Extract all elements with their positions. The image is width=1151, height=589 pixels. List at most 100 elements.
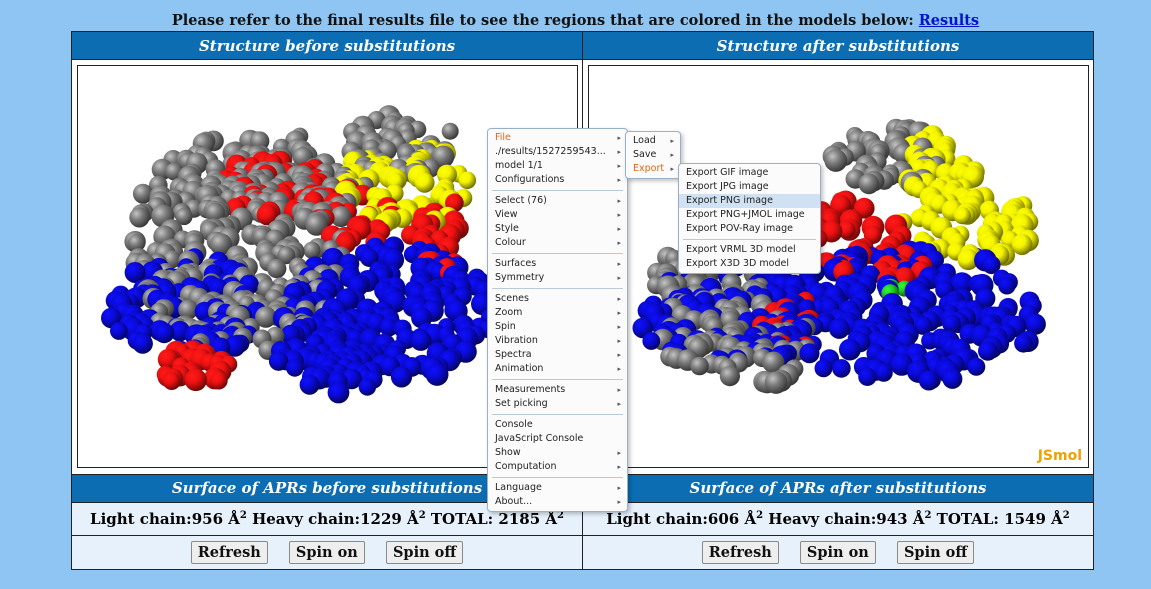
atom-sphere — [414, 173, 435, 194]
molecule-before[interactable] — [78, 66, 578, 467]
heavy-chain-after: Heavy chain:943 Å — [763, 509, 925, 528]
menu-item-export-png-image[interactable]: Export PNG image — [679, 194, 820, 208]
molecule-after[interactable] — [589, 66, 1089, 467]
atom-sphere — [918, 370, 939, 391]
menu-item-file[interactable]: File ▸ — [488, 131, 627, 145]
menu-item-label: Export X3D 3D model — [686, 258, 789, 269]
menu-item-load[interactable]: Load ▸ — [626, 134, 680, 148]
atom-sphere — [327, 382, 350, 404]
menu-item-style[interactable]: Style ▸ — [488, 222, 627, 236]
atom-sphere — [129, 207, 150, 228]
atom-sphere — [410, 330, 432, 352]
menu-item-computation[interactable]: Computation ▸ — [488, 460, 627, 474]
atom-sphere — [913, 316, 933, 336]
menu-separator — [492, 477, 623, 478]
menu-item-label: About... — [495, 496, 533, 507]
menu-item-label: File — [495, 132, 511, 143]
menu-item-label: Export — [633, 163, 665, 174]
jsmol-context-menu[interactable]: File ▸ ./results/1527259543... ▸ model 1/1 ▸ C… — [487, 128, 628, 512]
spin-off-button-before[interactable]: Spin off — [385, 540, 464, 564]
submenu-arrow-icon: ▸ — [617, 134, 621, 142]
menu-item-label: Export PNG+JMOL image — [686, 209, 805, 220]
submenu-arrow-icon: ▸ — [617, 484, 621, 492]
spin-on-button-before[interactable]: Spin on — [288, 540, 365, 564]
refresh-button-before[interactable]: Refresh — [190, 540, 268, 564]
menu-item-vibration[interactable]: Vibration ▸ — [488, 334, 627, 348]
menu-item-show[interactable]: Show ▸ — [488, 446, 627, 460]
menu-item-export-pov-ray-image[interactable]: Export POV-Ray image — [679, 222, 820, 236]
atom-sphere — [127, 234, 146, 253]
unit-exponent: 2 — [756, 509, 764, 521]
menu-item-save[interactable]: Save ▸ — [626, 148, 680, 162]
unit-exponent: 2 — [1062, 509, 1070, 521]
menu-item-label: JavaScript Console — [495, 433, 584, 444]
atom-sphere — [1024, 314, 1046, 336]
menu-item-export[interactable]: Export ▸ — [626, 162, 680, 176]
submenu-arrow-icon: ▸ — [617, 197, 621, 205]
submenu-arrow-icon: ▸ — [670, 151, 674, 159]
atom-sphere — [358, 378, 377, 397]
atom-sphere — [205, 203, 226, 224]
menu-item-spectra[interactable]: Spectra ▸ — [488, 348, 627, 362]
atom-sphere — [277, 247, 296, 265]
spin-off-button-after[interactable]: Spin off — [896, 540, 975, 564]
menu-item-surfaces[interactable]: Surfaces ▸ — [488, 257, 627, 271]
menu-separator — [492, 190, 623, 191]
menu-item-configurations[interactable]: Configurations ▸ — [488, 173, 627, 187]
menu-item-language[interactable]: Language ▸ — [488, 481, 627, 495]
menu-item-label: Zoom — [495, 307, 523, 318]
atom-sphere — [839, 339, 861, 361]
menu-separator — [492, 253, 623, 254]
atom-sphere — [1014, 334, 1033, 354]
refresh-button-after[interactable]: Refresh — [701, 540, 779, 564]
menu-item-label: Console — [495, 419, 533, 430]
unit-exponent: 2 — [239, 509, 247, 521]
controls-after: Refresh Spin on Spin off — [582, 534, 1094, 571]
menu-item-set-picking[interactable]: Set picking ▸ — [488, 397, 627, 411]
atom-sphere — [162, 372, 181, 391]
menu-item-view[interactable]: View ▸ — [488, 208, 627, 222]
menu-item-export-gif-image[interactable]: Export GIF image — [679, 166, 820, 180]
menu-item-zoom[interactable]: Zoom ▸ — [488, 306, 627, 320]
atom-sphere — [953, 207, 971, 225]
atom-sphere — [762, 351, 785, 374]
submenu-arrow-icon: ▸ — [617, 239, 621, 247]
submenu-arrow-icon: ▸ — [670, 165, 674, 173]
menu-item-console[interactable]: Console — [488, 418, 627, 432]
spin-on-button-after[interactable]: Spin on — [799, 540, 876, 564]
menu-item-measurements[interactable]: Measurements ▸ — [488, 383, 627, 397]
surface-stats-after: Light chain:606 Å2 Heavy chain:943 Å2 TO… — [582, 501, 1094, 536]
menu-item-about[interactable]: About... ▸ — [488, 495, 627, 509]
submenu-arrow-icon: ▸ — [617, 176, 621, 184]
menu-item-symmetry[interactable]: Symmetry ▸ — [488, 271, 627, 285]
atom-sphere — [379, 319, 398, 338]
menu-item-export-jpg-image[interactable]: Export JPG image — [679, 180, 820, 194]
menu-item-animation[interactable]: Animation ▸ — [488, 362, 627, 376]
menu-item-select-76[interactable]: Select (76) ▸ — [488, 194, 627, 208]
atom-sphere — [832, 359, 851, 379]
menu-item-label: Language — [495, 482, 542, 493]
menu-item-label: Export VRML 3D model — [686, 244, 796, 255]
menu-item-javascript-console[interactable]: JavaScript Console — [488, 432, 627, 446]
menu-item-colour[interactable]: Colour ▸ — [488, 236, 627, 250]
menu-item-export-x3d-3d-model[interactable]: Export X3D 3D model — [679, 257, 820, 271]
submenu-arrow-icon: ▸ — [617, 449, 621, 457]
menu-item-export-vrml-3d-model[interactable]: Export VRML 3D model — [679, 243, 820, 257]
menu-item-label: Export GIF image — [686, 167, 769, 178]
menu-item-model-1-1[interactable]: model 1/1 ▸ — [488, 159, 627, 173]
file-submenu[interactable]: Load ▸ Save ▸ Export ▸ — [625, 131, 681, 179]
results-link[interactable]: Results — [918, 12, 980, 29]
atom-sphere — [441, 123, 459, 141]
menu-item-spin[interactable]: Spin ▸ — [488, 320, 627, 334]
menu-item-label: Export JPG image — [686, 181, 769, 192]
atom-sphere — [303, 242, 321, 260]
atom-sphere — [690, 357, 709, 376]
menu-item-export-png-jmol-image[interactable]: Export PNG+JMOL image — [679, 208, 820, 222]
jsmol-viewer-after[interactable]: JSmol — [588, 65, 1089, 469]
menu-item-scenes[interactable]: Scenes ▸ — [488, 292, 627, 306]
menu-item-label: Spectra — [495, 349, 532, 360]
viewer-after-cell: JSmol — [582, 59, 1094, 475]
menu-item-label: View — [495, 209, 518, 220]
export-submenu[interactable]: Export GIF image Export JPG image Export P… — [678, 163, 821, 274]
menu-item-results-1527259543[interactable]: ./results/1527259543... ▸ — [488, 145, 627, 159]
